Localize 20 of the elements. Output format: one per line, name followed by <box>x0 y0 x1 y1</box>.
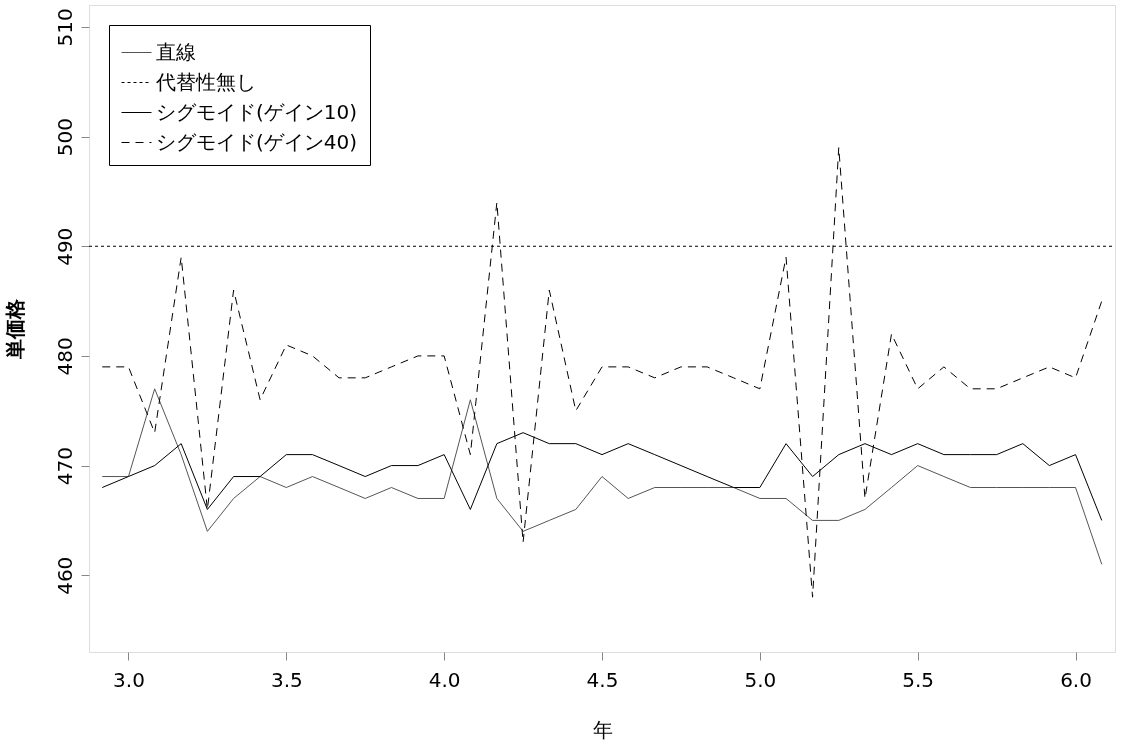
legend-label: 代替性無し <box>155 69 256 94</box>
legend-label: シグモイド(ゲイン40) <box>156 129 358 154</box>
y-tick-label: 500 <box>52 118 77 157</box>
x-tick-label: 5.0 <box>744 667 777 692</box>
x-tick-label: 5.5 <box>902 667 935 692</box>
x-axis-title: 年 <box>592 717 613 742</box>
x-tick-label: 4.0 <box>428 667 461 692</box>
line-series <box>101 388 1103 565</box>
y-tick-label: 470 <box>52 446 77 486</box>
y-axis-title: 単価格 <box>2 298 27 360</box>
x-tick-label: 3.0 <box>113 667 145 692</box>
y-tick-label: 510 <box>52 8 77 47</box>
legend-label: シグモイド(ゲイン10) <box>156 99 358 124</box>
x-tick-label: 4.5 <box>586 667 619 692</box>
legend-label: 直線 <box>156 39 196 64</box>
y-tick-label: 480 <box>52 337 77 376</box>
x-tick-label: 3.5 <box>270 667 303 692</box>
y-tick-label: 490 <box>52 227 77 266</box>
x-tick-label: 6.0 <box>1060 667 1092 692</box>
y-tick-label: 460 <box>52 556 77 595</box>
